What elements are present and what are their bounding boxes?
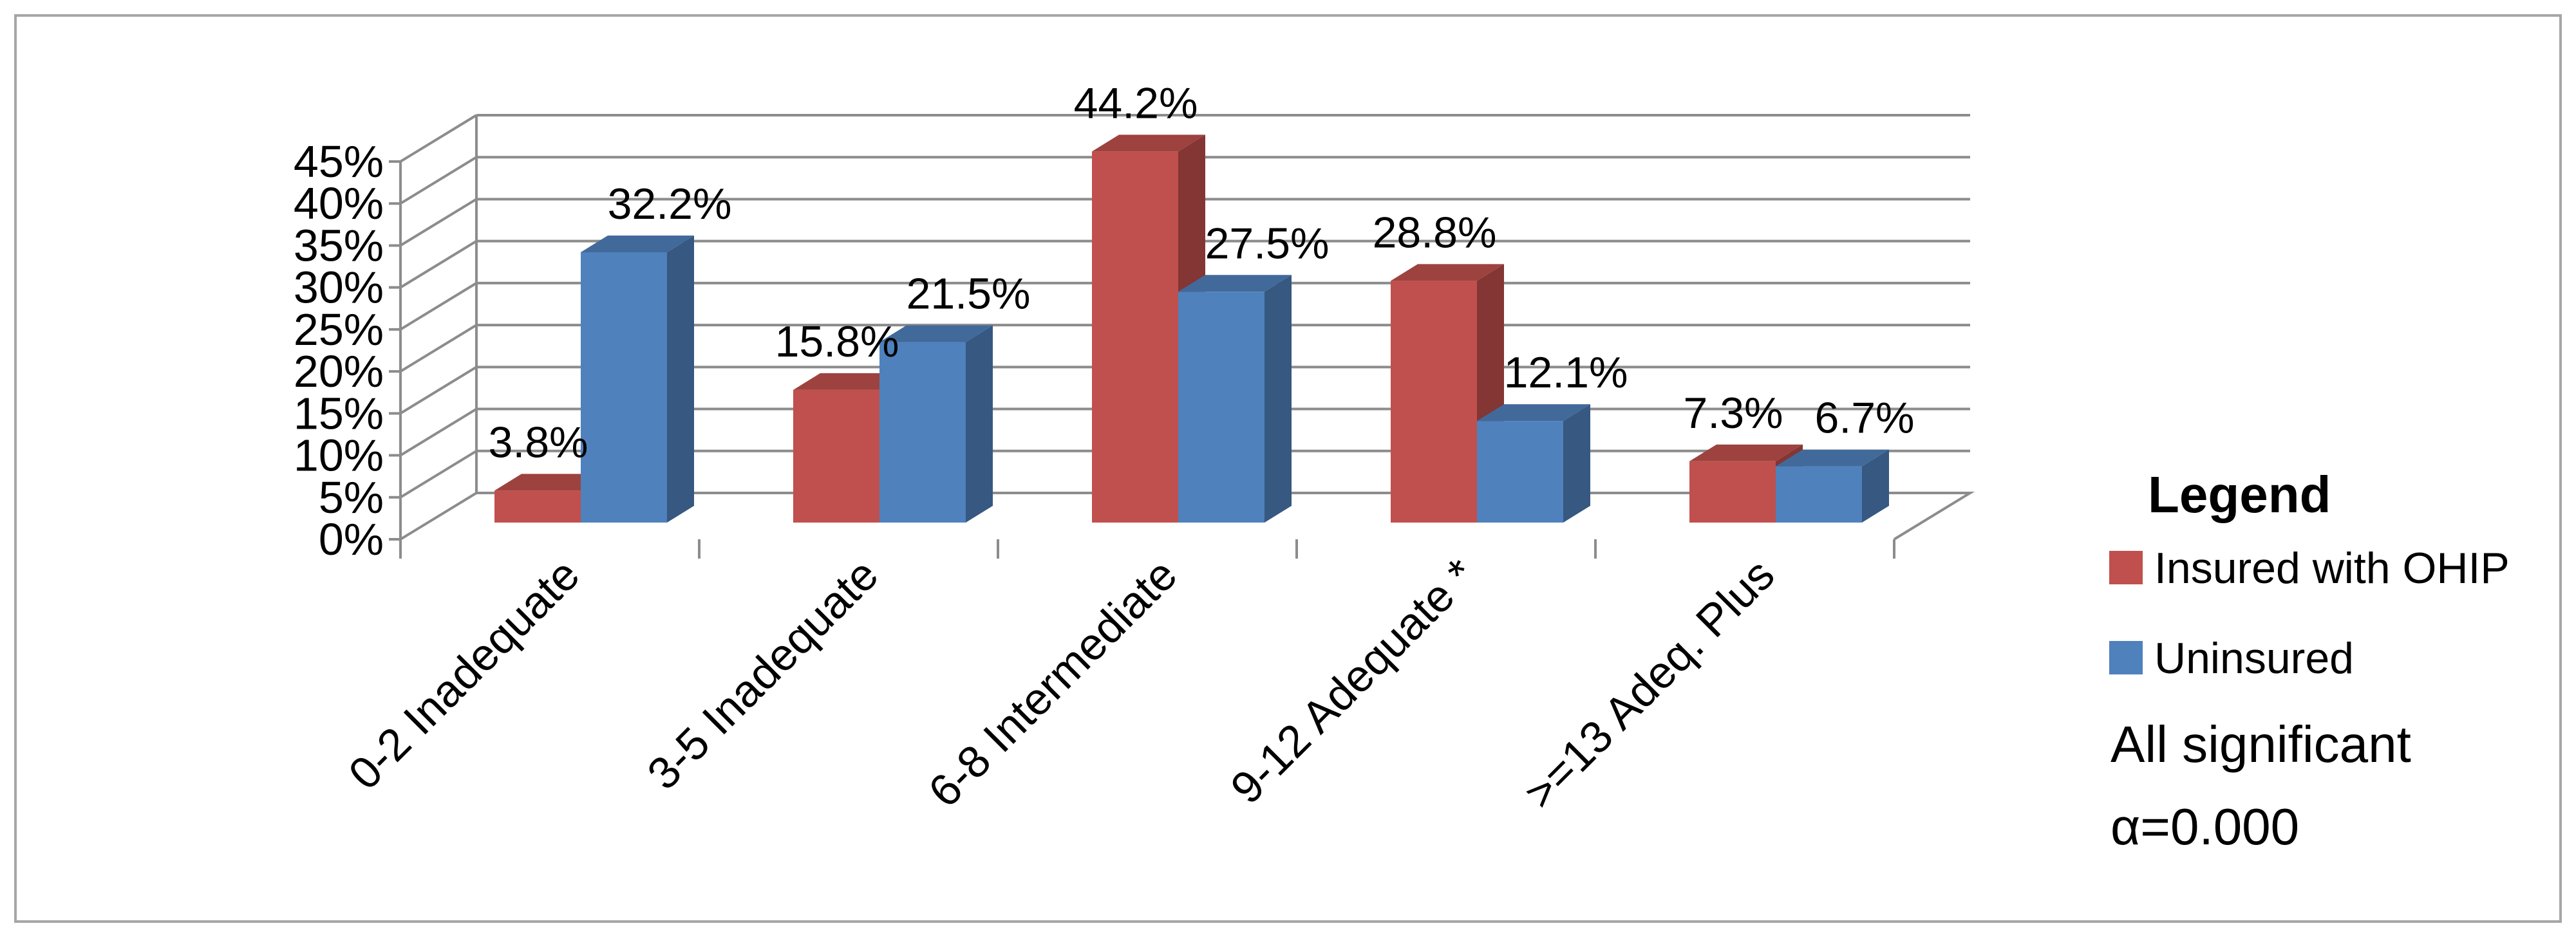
- data-label: 12.1%: [1504, 348, 1628, 397]
- bar-top-face: [1391, 264, 1504, 281]
- significance-note: α=0.000: [2111, 798, 2299, 855]
- bar: [1477, 404, 1590, 523]
- bar-front-face: [1092, 151, 1178, 523]
- bar-top-face: [793, 373, 907, 390]
- data-label: 7.3%: [1684, 389, 1783, 438]
- significance-note: All significant: [2111, 716, 2411, 773]
- legend-entry: Insured with OHIP: [2154, 544, 2510, 593]
- bar-front-face: [793, 389, 879, 523]
- side-gridline: [399, 198, 478, 247]
- y-tick-label: 30%: [294, 263, 384, 313]
- side-gridline: [399, 239, 478, 289]
- legend-swatch: [2109, 551, 2143, 584]
- bar: [1776, 449, 1889, 523]
- data-label: 3.8%: [489, 418, 588, 467]
- y-tick-label: 40%: [294, 178, 384, 228]
- category-label: >=13 Adeq. Plus: [1514, 549, 1783, 818]
- bar-side-face: [1563, 404, 1590, 523]
- bar-top-face: [1092, 135, 1205, 152]
- bar-side-face: [1264, 275, 1292, 523]
- side-gridline: [399, 324, 478, 373]
- data-label: 32.2%: [608, 180, 732, 228]
- bar: [494, 474, 608, 523]
- side-gridline: [399, 114, 478, 163]
- bar-top-face: [1776, 449, 1889, 467]
- bar-front-face: [1776, 466, 1862, 523]
- legend: Legend Insured with OHIP Uninsured All sign…: [2109, 466, 2510, 855]
- bar-side-face: [1862, 449, 1889, 523]
- legend-entry: Uninsured: [2154, 634, 2354, 683]
- side-gridline: [399, 450, 478, 499]
- bar-top-face: [494, 474, 608, 491]
- bar-front-face: [581, 252, 667, 523]
- bar-front-face: [1689, 461, 1776, 523]
- data-label: 44.2%: [1074, 79, 1198, 127]
- bar-side-face: [667, 235, 694, 523]
- side-gridline: [399, 282, 478, 331]
- data-label: 21.5%: [907, 270, 1031, 319]
- category-label: 9-12 Adequate *: [1221, 549, 1485, 813]
- data-label: 15.8%: [775, 317, 899, 366]
- bar: [879, 325, 993, 523]
- bar-top-face: [879, 325, 993, 342]
- bar-top-face: [1178, 275, 1292, 292]
- y-tick-label: 15%: [294, 388, 384, 438]
- y-tick-label: 35%: [294, 220, 384, 270]
- bar-front-face: [1178, 292, 1264, 523]
- bar-top-face: [1689, 444, 1803, 461]
- chart-frame: 0% 5% 10% 15% 20% 25% 30% 35% 40% 45% 3.8% 32.2% 15…: [14, 14, 2562, 923]
- y-tick-label: 5%: [319, 472, 384, 523]
- bar-front-face: [494, 490, 581, 523]
- bar-top-face: [1477, 404, 1590, 422]
- y-tick-label: 10%: [294, 431, 384, 481]
- side-gridline: [399, 366, 478, 415]
- bar: [1178, 275, 1292, 523]
- legend-swatch: [2109, 641, 2143, 674]
- side-gridline: [399, 156, 478, 205]
- bar-chart: 0%5%10%15%20%25%30%35%40%45% 3.8% 32.2% 15…: [294, 79, 2510, 855]
- category-label: 3-5 Inadequate: [637, 549, 887, 799]
- side-gridline: [399, 407, 478, 457]
- legend-title: Legend: [2148, 466, 2331, 523]
- y-tick-label: 25%: [294, 304, 384, 355]
- bar-front-face: [1477, 421, 1563, 523]
- data-label: 6.7%: [1815, 394, 1915, 443]
- bar-top-face: [581, 235, 694, 252]
- y-tick-label: 0%: [319, 514, 384, 564]
- bar-front-face: [1391, 281, 1477, 523]
- data-label: 27.5%: [1205, 219, 1330, 268]
- y-tick-label: 20%: [294, 346, 384, 396]
- y-tick-label: 45%: [294, 136, 384, 187]
- bar-side-face: [966, 325, 993, 523]
- category-label: 0-2 Inadequate: [339, 549, 588, 799]
- bar-front-face: [879, 342, 966, 523]
- data-label: 28.8%: [1373, 208, 1497, 257]
- bar: [581, 235, 694, 523]
- category-label: 6-8 Intermediate: [919, 549, 1187, 817]
